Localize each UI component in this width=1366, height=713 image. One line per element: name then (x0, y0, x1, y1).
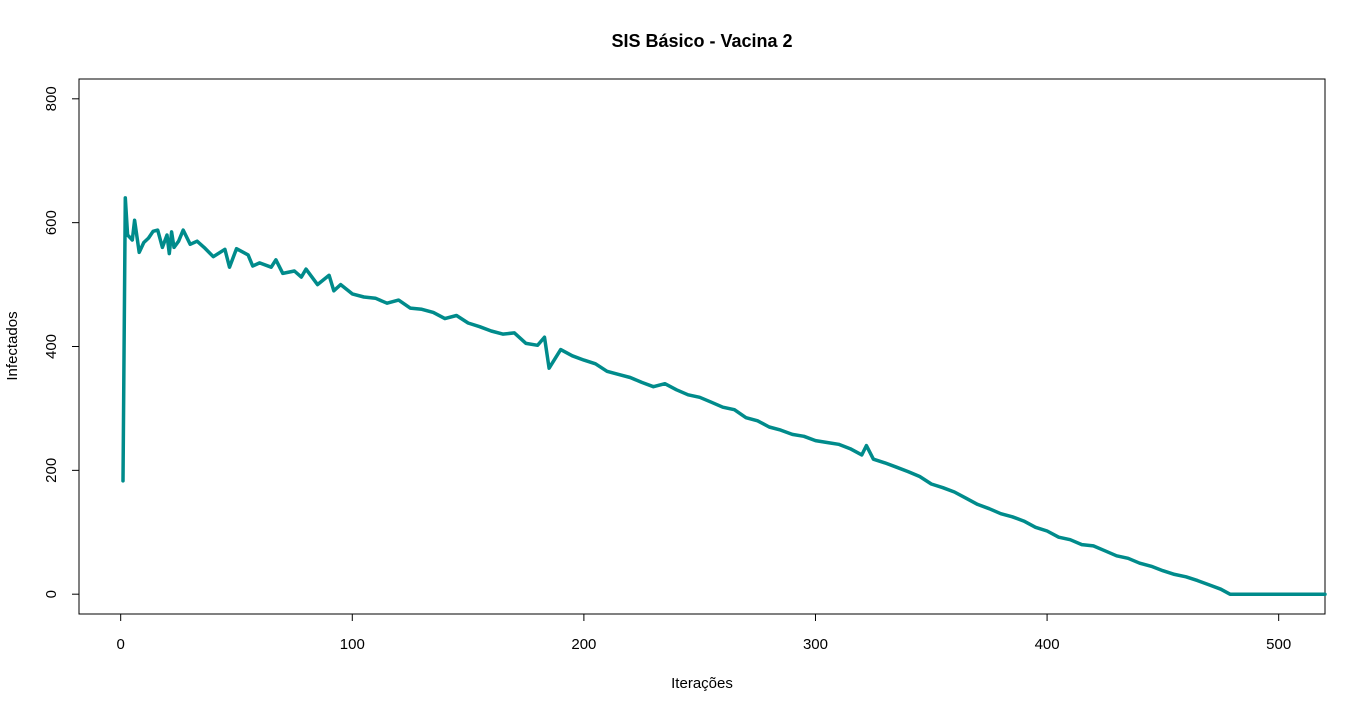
y-tick-label: 400 (43, 334, 60, 359)
x-tick-label: 0 (117, 636, 125, 653)
plot-frame (78, 78, 1326, 615)
series-layer (121, 196, 1327, 596)
x-tick-label: 300 (803, 636, 828, 653)
x-tick-label: 400 (1035, 636, 1060, 653)
y-axis-label: Infectados (4, 311, 21, 380)
y-tick-label: 800 (43, 86, 60, 111)
y-tick-label: 200 (43, 458, 60, 483)
y-tick-label: 600 (43, 210, 60, 235)
x-axis-label: Iterações (671, 675, 733, 692)
y-tick-label: 0 (43, 590, 60, 598)
x-axis: 0 100 200 300 400 500 (117, 613, 1291, 653)
x-tick-label: 500 (1266, 636, 1291, 653)
x-tick-label: 100 (340, 636, 365, 653)
x-tick-label: 200 (571, 636, 596, 653)
chart-title: SIS Básico - Vacina 2 (611, 31, 792, 51)
y-axis: 0 200 400 600 800 (43, 86, 80, 598)
series-line-0 (121, 196, 1327, 596)
